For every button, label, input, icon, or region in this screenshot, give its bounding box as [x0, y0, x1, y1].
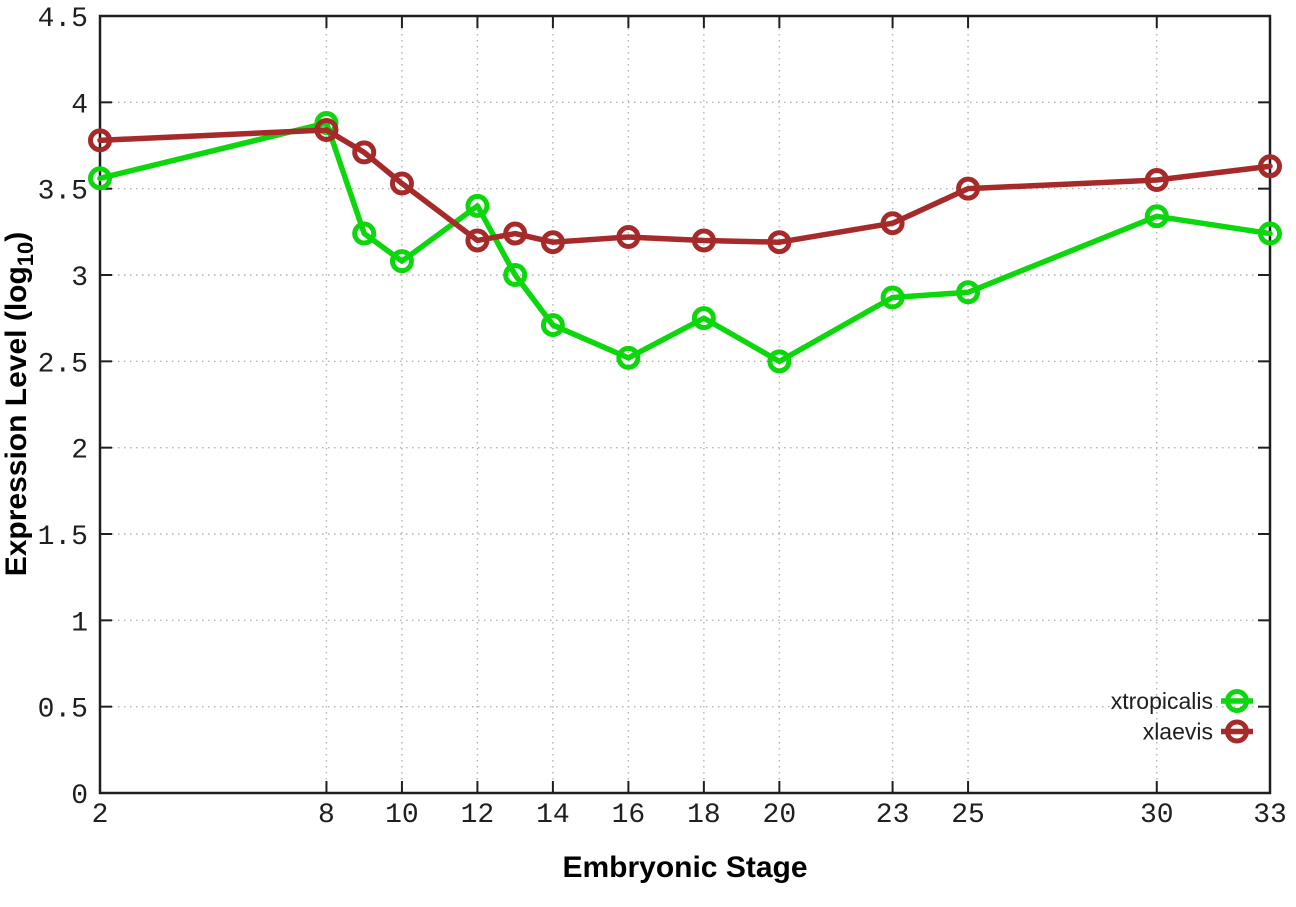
x-tick-label: 33	[1253, 800, 1287, 831]
data-point-xtropicalis	[389, 249, 414, 274]
x-tick-label: 18	[687, 800, 721, 831]
data-point-xtropicalis	[691, 306, 716, 331]
data-point-xlaevis	[880, 211, 905, 236]
data-point-xlaevis	[352, 140, 377, 165]
x-tick-label: 12	[461, 800, 495, 831]
plot-border	[98, 14, 1272, 795]
x-tick-label: 20	[763, 800, 797, 831]
data-point-xtropicalis	[540, 313, 565, 338]
y-tick-label: 1	[71, 608, 88, 639]
x-tick-label: 16	[612, 800, 646, 831]
data-point-xtropicalis	[1258, 221, 1282, 246]
y-tick-label: 4	[71, 90, 88, 121]
y-tick-label: 3.5	[38, 177, 88, 208]
y-tick-label: 0.5	[38, 695, 88, 726]
x-tick-label: 25	[951, 800, 985, 831]
data-point-xlaevis	[1258, 154, 1282, 179]
data-point-xtropicalis	[767, 349, 792, 374]
legend-marker-xtropicalis	[1225, 689, 1249, 713]
data-point-xlaevis	[1144, 168, 1169, 193]
y-tick-label: 2.5	[38, 349, 88, 380]
data-point-xtropicalis	[88, 166, 112, 191]
legend-label-xlaevis: xlaevis	[1143, 719, 1213, 745]
y-tick-label: 4.5	[38, 4, 88, 35]
x-tick-label: 8	[318, 800, 335, 831]
data-point-xtropicalis	[503, 263, 528, 287]
data-point-xtropicalis	[352, 221, 377, 246]
y-tick-label: 2	[71, 436, 88, 467]
y-tick-label: 3	[71, 263, 88, 294]
x-tick-label: 2	[92, 800, 109, 831]
x-tick-label: 30	[1140, 800, 1174, 831]
data-point-xtropicalis	[616, 345, 641, 370]
data-point-xlaevis	[314, 117, 339, 142]
y-axis-title: Expression Level (log10)	[0, 232, 38, 577]
y-tick-label: 0	[71, 781, 88, 812]
data-point-xtropicalis	[956, 280, 981, 305]
x-axis-title: Embryonic Stage	[562, 851, 807, 884]
data-point-xtropicalis	[1144, 204, 1169, 229]
data-point-xlaevis	[465, 228, 490, 253]
data-point-xtropicalis	[880, 285, 905, 310]
data-point-xlaevis	[767, 230, 792, 255]
data-point-xtropicalis	[465, 193, 490, 218]
data-point-xlaevis	[389, 171, 414, 196]
data-point-xlaevis	[691, 228, 716, 253]
data-point-xlaevis	[540, 230, 565, 255]
x-tick-label: 23	[876, 800, 910, 831]
data-point-xlaevis	[88, 128, 112, 153]
legend-marker-xlaevis	[1225, 719, 1249, 744]
data-point-xlaevis	[616, 225, 641, 250]
y-tick-label: 1.5	[38, 522, 88, 553]
x-tick-label: 14	[536, 800, 570, 831]
x-tick-label: 10	[385, 800, 419, 831]
legend-label-xtropicalis: xtropicalis	[1111, 688, 1213, 714]
data-point-xlaevis	[503, 221, 528, 246]
data-point-xlaevis	[956, 176, 981, 201]
